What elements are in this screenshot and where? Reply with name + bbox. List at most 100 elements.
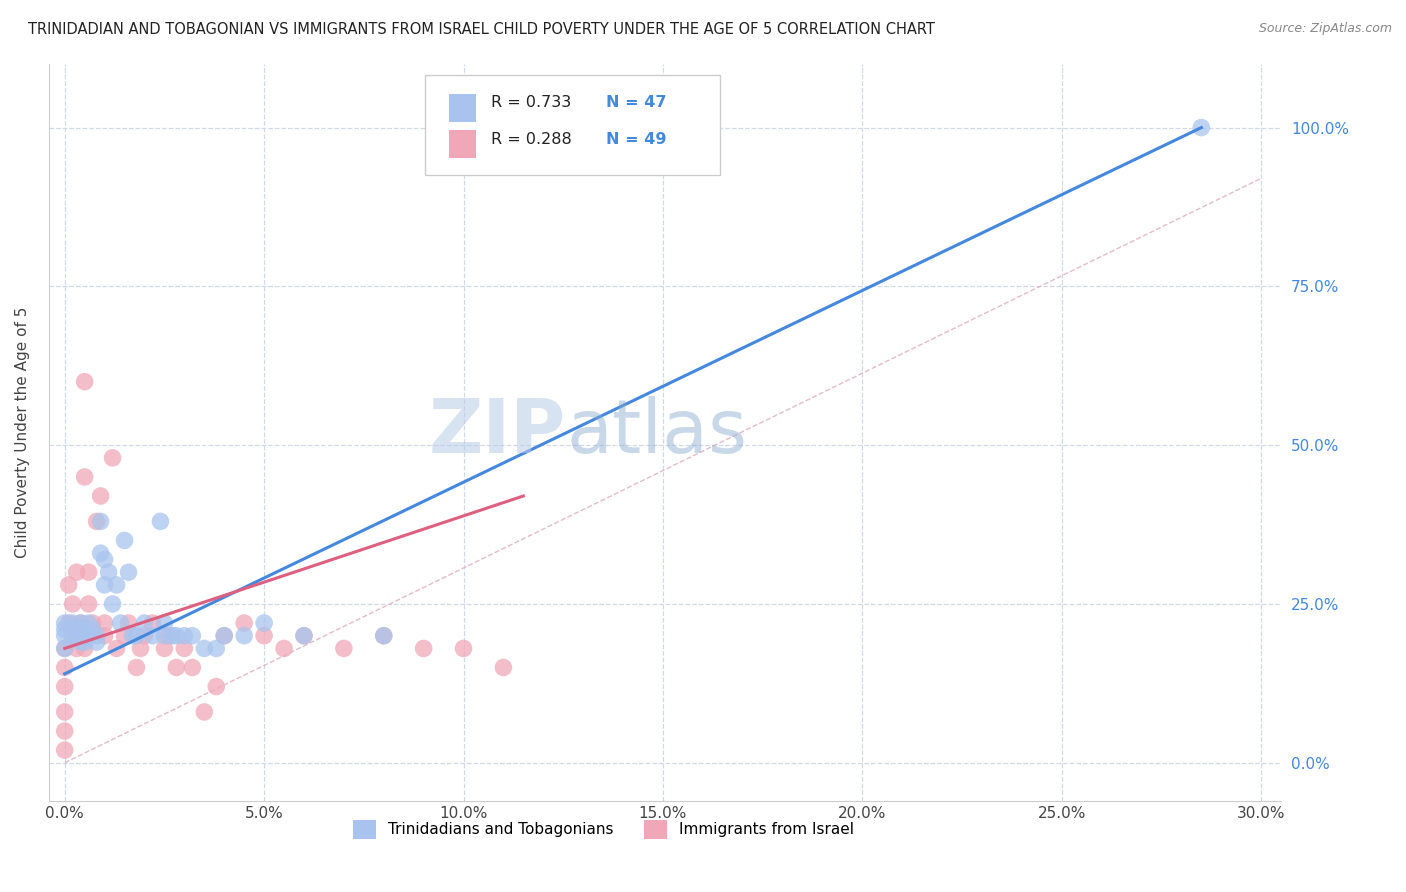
Point (1189, 120, 1212, 135)
Point (53, 641, 76, 656)
Text: R = 0.733: R = 0.733 (491, 95, 571, 110)
Point (73, 641, 96, 656)
Text: N = 49: N = 49 (606, 132, 666, 147)
Point (97, 565, 120, 579)
Point (173, 629, 195, 643)
Point (90, 546, 112, 560)
Point (165, 660, 187, 674)
Point (62, 629, 84, 643)
Point (233, 615, 256, 630)
Bar (450, 130, 477, 159)
Point (73, 629, 96, 643)
Point (253, 629, 276, 643)
Point (69, 615, 91, 630)
Point (69, 635, 91, 649)
Point (53, 615, 76, 630)
Point (73, 375, 96, 389)
Point (181, 660, 204, 674)
Point (73, 635, 96, 649)
Point (82, 623, 104, 637)
Point (69, 629, 91, 643)
Point (181, 629, 204, 643)
Point (134, 615, 156, 630)
Bar (450, 94, 477, 121)
Point (173, 641, 195, 656)
Point (53, 641, 76, 656)
Point (157, 629, 180, 643)
Point (53, 629, 76, 643)
Point (66, 623, 89, 637)
Point (129, 641, 152, 656)
Point (77, 615, 100, 630)
Point (53, 680, 76, 694)
Point (114, 629, 136, 643)
Point (62, 615, 84, 630)
Point (86, 635, 108, 649)
Text: Source: ZipAtlas.com: Source: ZipAtlas.com (1258, 22, 1392, 36)
Point (90, 515, 112, 529)
Point (273, 641, 295, 656)
Legend: Trinidadians and Tobagonians, Immigrants from Israel: Trinidadians and Tobagonians, Immigrants… (346, 814, 860, 845)
Point (101, 597, 124, 611)
Point (77, 565, 100, 579)
Point (93, 552, 115, 566)
Point (125, 629, 148, 643)
Point (93, 629, 115, 643)
Point (73, 470, 96, 484)
Point (117, 615, 139, 630)
Point (125, 660, 148, 674)
Point (66, 629, 89, 643)
Point (82, 615, 104, 630)
FancyBboxPatch shape (425, 75, 720, 175)
Point (153, 641, 176, 656)
Point (53, 724, 76, 739)
Point (153, 629, 176, 643)
Point (117, 565, 139, 579)
Point (105, 641, 128, 656)
Point (165, 629, 187, 643)
Point (212, 629, 235, 643)
Point (253, 615, 276, 630)
Text: N = 47: N = 47 (606, 95, 666, 110)
Point (90, 489, 112, 503)
Point (373, 629, 395, 643)
Point (233, 629, 256, 643)
Point (66, 565, 89, 579)
Point (292, 629, 315, 643)
Point (53, 705, 76, 719)
Point (58, 578, 80, 592)
Point (86, 515, 108, 529)
Point (193, 641, 215, 656)
Point (114, 533, 136, 548)
Point (53, 660, 76, 674)
Point (69, 615, 91, 630)
Point (373, 629, 395, 643)
Point (121, 629, 143, 643)
Point (193, 705, 215, 719)
Point (292, 629, 315, 643)
Point (62, 629, 84, 643)
Point (205, 641, 228, 656)
Text: R = 0.288: R = 0.288 (491, 132, 572, 147)
Point (62, 597, 84, 611)
Point (86, 629, 108, 643)
Point (110, 615, 132, 630)
Point (205, 680, 228, 694)
Text: atlas: atlas (567, 396, 748, 469)
Point (212, 629, 235, 643)
Point (492, 660, 515, 674)
Point (101, 450, 124, 465)
Point (333, 641, 356, 656)
Y-axis label: Child Poverty Under the Age of 5: Child Poverty Under the Age of 5 (15, 307, 30, 558)
Point (153, 615, 176, 630)
Point (141, 615, 163, 630)
Point (105, 578, 128, 592)
Point (66, 641, 89, 656)
Point (93, 615, 115, 630)
Point (149, 515, 172, 529)
Point (73, 623, 96, 637)
Point (53, 623, 76, 637)
Point (77, 629, 100, 643)
Point (93, 578, 115, 592)
Point (134, 629, 156, 643)
